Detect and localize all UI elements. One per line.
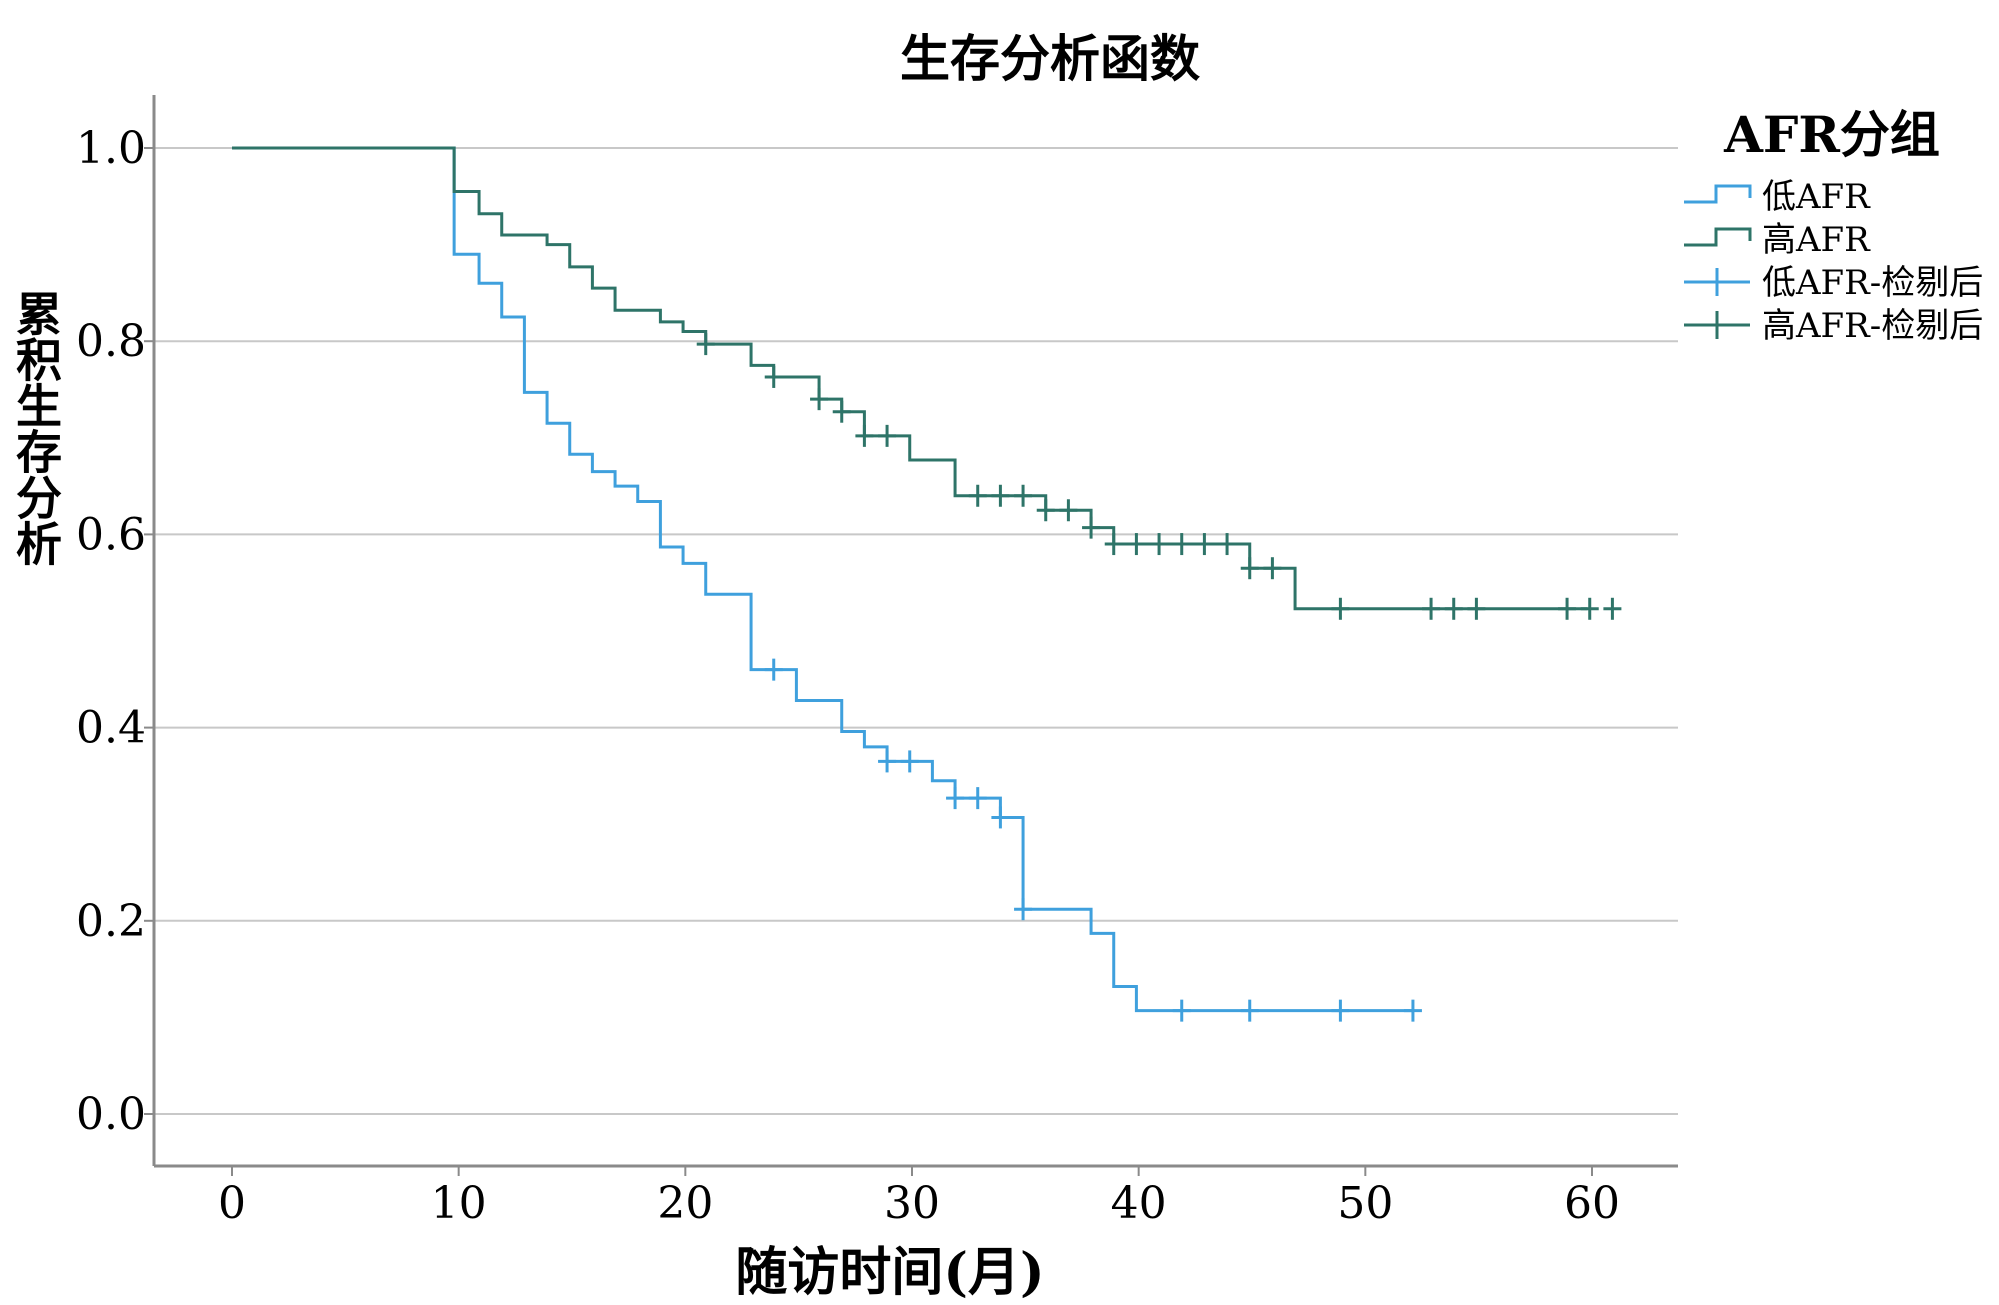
legend-swatch-line — [1684, 184, 1752, 204]
y-tick-label: 0.2 — [76, 896, 146, 947]
y-tick-label: 0.0 — [76, 1089, 146, 1140]
x-tick-label: 40 — [1111, 1178, 1167, 1229]
axes — [152, 95, 1678, 1168]
gridlines — [154, 147, 1678, 1115]
series-lines — [232, 146, 1588, 1013]
y-tick-label: 0.8 — [76, 316, 146, 367]
x-axis-label: 随访时间(月) — [735, 1242, 1044, 1303]
y-tick-label: 1.0 — [76, 123, 146, 174]
x-tick-label: 50 — [1337, 1178, 1393, 1229]
y-tick-label: 0.6 — [76, 509, 146, 560]
x-tick-label: 10 — [431, 1178, 487, 1229]
x-tick-label: 20 — [657, 1178, 713, 1229]
legend-title: AFR分组 — [1723, 105, 1940, 164]
series-line-0 — [232, 146, 1413, 1013]
x-tick-label: 30 — [884, 1178, 940, 1229]
legend-label: 低AFR-检剔后 — [1762, 263, 1983, 303]
x-tick-label: 60 — [1564, 1178, 1620, 1229]
x-tick-labels: 0 10 20 30 40 50 60 — [218, 1166, 1620, 1229]
chart-title: 生存分析函数 — [900, 29, 1200, 88]
y-tick-label: 0.4 — [76, 703, 146, 754]
series-line-1 — [232, 146, 1588, 611]
x-tick-label: 0 — [218, 1178, 246, 1229]
legend-label: 高AFR-检剔后 — [1762, 306, 1983, 346]
y-tick-labels: 0.0 0.2 0.4 0.6 0.8 1.0 — [76, 123, 154, 1140]
censor-marks — [696, 333, 1622, 1022]
legend-swatch-line — [1684, 227, 1752, 247]
legend-label: 低AFR — [1762, 177, 1871, 217]
legend-label: 高AFR — [1762, 220, 1871, 260]
y-axis-label: 累积生存分析 — [9, 290, 63, 566]
